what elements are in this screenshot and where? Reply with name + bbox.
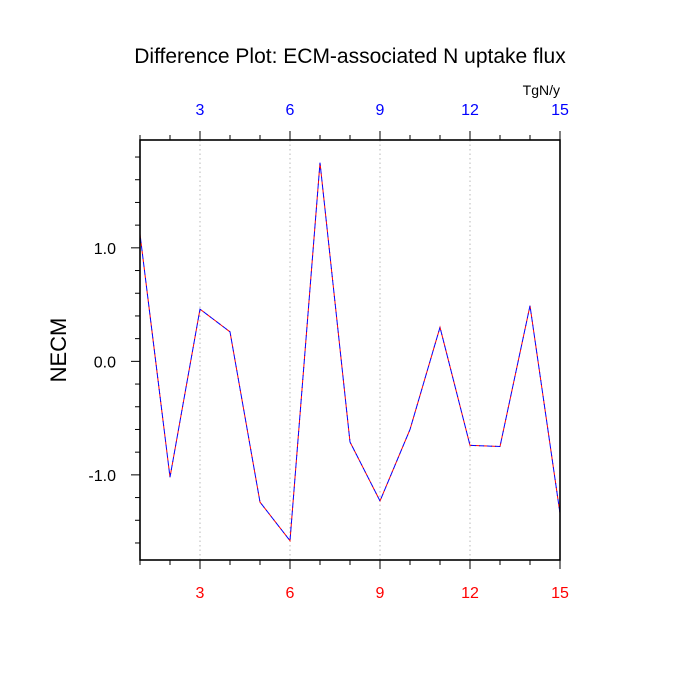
x-tick-label-bottom-3: 12 bbox=[461, 585, 479, 602]
x-tick-label-top-4: 15 bbox=[551, 102, 569, 119]
x-tick-label-top-1: 6 bbox=[286, 102, 295, 119]
y-tick-label-2: -1.0 bbox=[88, 468, 116, 485]
x-tick-label-bottom-0: 3 bbox=[196, 585, 205, 602]
x-tick-label-top-0: 3 bbox=[196, 102, 205, 119]
top-axis-unit: TgN/y bbox=[523, 82, 560, 98]
y-tick-label-0: 1.0 bbox=[94, 241, 116, 258]
y-tick-label-1: 0.0 bbox=[94, 354, 116, 371]
series-line-1 bbox=[139, 162, 561, 543]
x-tick-label-top-3: 12 bbox=[461, 102, 479, 119]
x-tick-label-bottom-4: 15 bbox=[551, 585, 569, 602]
y-axis-label: NECM bbox=[46, 318, 71, 383]
tick-labels: 3 3 6 6 9 9 12 12 15 15 1.0 0.0 -1.0 bbox=[88, 102, 569, 602]
ticks bbox=[131, 131, 561, 569]
chart-title: Difference Plot: ECM-associated N uptake… bbox=[134, 45, 566, 68]
series-group bbox=[139, 162, 561, 543]
grid bbox=[199, 140, 471, 560]
x-tick-label-bottom-2: 9 bbox=[376, 585, 385, 602]
plot-frame bbox=[139, 139, 561, 561]
series-line-0 bbox=[139, 162, 561, 543]
x-tick-label-bottom-1: 6 bbox=[286, 585, 295, 602]
x-tick-label-top-2: 9 bbox=[376, 102, 385, 119]
